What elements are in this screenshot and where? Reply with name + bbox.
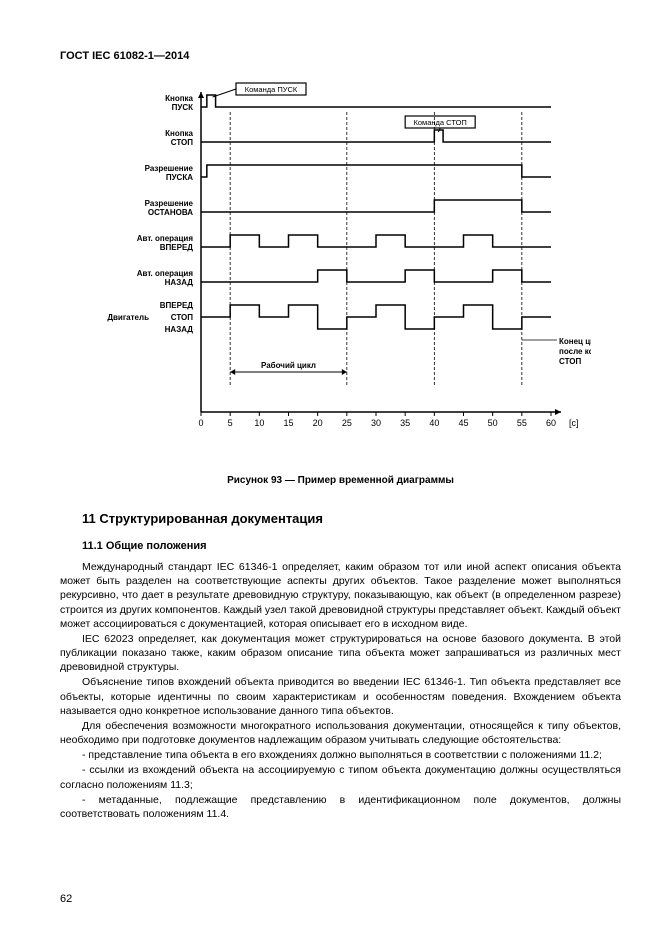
svg-text:Команда СТОП: Команда СТОП	[413, 118, 466, 127]
svg-text:5: 5	[227, 418, 232, 428]
svg-text:0: 0	[198, 418, 203, 428]
svg-text:Рабочий цикл: Рабочий цикл	[260, 361, 315, 370]
svg-text:Команда ПУСК: Команда ПУСК	[244, 85, 297, 94]
svg-text:[с]: [с]	[569, 418, 579, 428]
para-4: Для обеспечения возможности многократног…	[60, 719, 621, 747]
list-item-2: - ссылки из вхождений объекта на ассоции…	[60, 763, 621, 791]
svg-text:Разрешение: Разрешение	[144, 164, 193, 173]
svg-text:50: 50	[487, 418, 497, 428]
subsection-title: 11.1 Общие положения	[82, 540, 621, 552]
svg-text:НАЗАД: НАЗАД	[164, 325, 193, 334]
figure-caption: Рисунок 93 — Пример временной диаграммы	[60, 475, 621, 486]
svg-text:Авт. операция: Авт. операция	[136, 269, 193, 278]
svg-text:20: 20	[312, 418, 322, 428]
timing-svg: КнопкаПУСККоманда ПУСККнопкаСТОПКоманда …	[91, 82, 591, 452]
svg-text:60: 60	[545, 418, 555, 428]
svg-text:15: 15	[283, 418, 293, 428]
list-item-1: - представление типа объекта в его вхожд…	[60, 748, 621, 762]
svg-text:ВПЕРЕД: ВПЕРЕД	[159, 301, 193, 310]
svg-text:40: 40	[429, 418, 439, 428]
svg-text:ПУСКА: ПУСКА	[165, 173, 192, 182]
svg-text:55: 55	[516, 418, 526, 428]
svg-text:ОСТАНОВА: ОСТАНОВА	[147, 208, 192, 217]
svg-text:Конец цикла: Конец цикла	[559, 337, 591, 346]
svg-text:СТОП: СТОП	[559, 357, 581, 366]
timing-diagram: КнопкаПУСККоманда ПУСККнопкаСТОПКоманда …	[91, 82, 591, 457]
svg-text:10: 10	[254, 418, 264, 428]
svg-text:Разрешение: Разрешение	[144, 199, 193, 208]
svg-text:СТОП: СТОП	[170, 138, 192, 147]
svg-text:25: 25	[341, 418, 351, 428]
svg-text:30: 30	[370, 418, 380, 428]
page-number: 62	[60, 893, 72, 905]
para-1: Международный стандарт IEC 61346-1 опред…	[60, 560, 621, 631]
svg-text:45: 45	[458, 418, 468, 428]
page-header: ГОСТ IEC 61082-1—2014	[60, 50, 621, 62]
svg-text:35: 35	[400, 418, 410, 428]
svg-text:Кнопка: Кнопка	[165, 129, 193, 138]
svg-text:после команды: после команды	[559, 347, 591, 356]
svg-text:НАЗАД: НАЗАД	[164, 278, 193, 287]
svg-text:ВПЕРЕД: ВПЕРЕД	[159, 243, 193, 252]
svg-text:СТОП: СТОП	[170, 313, 192, 322]
section-title: 11 Структурированная документация	[82, 511, 621, 526]
svg-text:ПУСК: ПУСК	[171, 103, 193, 112]
svg-text:Авт. операция: Авт. операция	[136, 234, 193, 243]
list-item-3: - метаданные, подлежащие представлению в…	[60, 793, 621, 821]
svg-text:Кнопка: Кнопка	[165, 94, 193, 103]
body-text: Международный стандарт IEC 61346-1 опред…	[60, 560, 621, 821]
para-2: IEC 62023 определяет, как документация м…	[60, 632, 621, 675]
para-3: Объяснение типов вхождений объекта приво…	[60, 675, 621, 718]
svg-text:Двигатель: Двигатель	[107, 313, 149, 322]
